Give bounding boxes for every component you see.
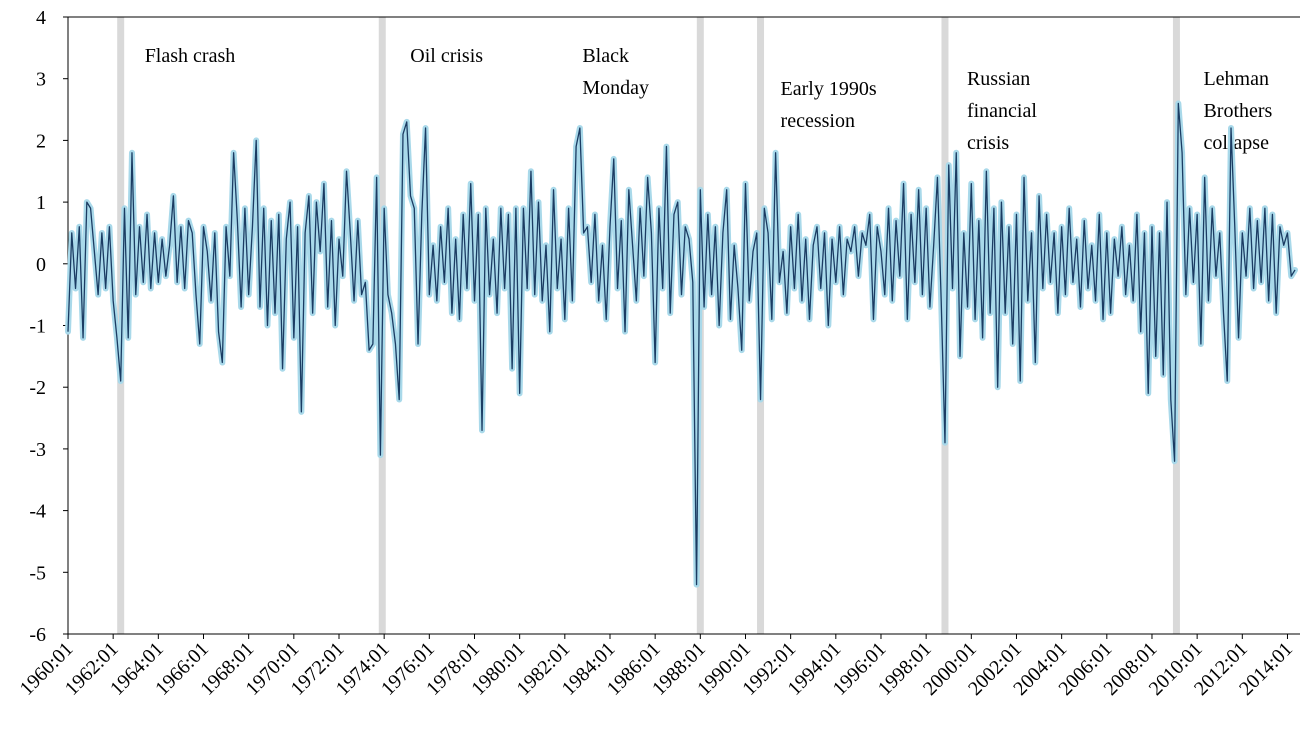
event-label: Flash crash <box>145 45 236 67</box>
y-tick-label: 1 <box>36 192 46 214</box>
event-label: recession <box>781 110 855 132</box>
event-label: collapse <box>1203 132 1269 154</box>
event-label: Lehman <box>1203 68 1269 90</box>
y-tick-label: 0 <box>36 254 46 276</box>
event-label: Monday <box>582 77 649 99</box>
event-label: Oil crisis <box>410 45 483 67</box>
event-label: Russian <box>967 68 1030 90</box>
y-tick-label: -2 <box>29 377 46 399</box>
series-line <box>67 102 1296 586</box>
y-tick-label: -3 <box>29 439 46 461</box>
event-label: Brothers <box>1203 100 1272 122</box>
series-halo <box>65 100 1298 588</box>
y-tick-label: 3 <box>36 69 46 91</box>
y-tick-label: 4 <box>36 7 46 29</box>
event-label: Black <box>582 45 629 67</box>
y-tick-label: -4 <box>29 501 46 523</box>
event-label: financial <box>967 100 1037 122</box>
event-label: crisis <box>967 132 1009 154</box>
y-tick-label: 2 <box>36 130 46 152</box>
y-tick-label: -6 <box>29 624 46 646</box>
y-tick-label: -1 <box>29 316 46 338</box>
event-label: Early 1990s <box>781 78 877 100</box>
y-tick-label: -5 <box>29 562 46 584</box>
